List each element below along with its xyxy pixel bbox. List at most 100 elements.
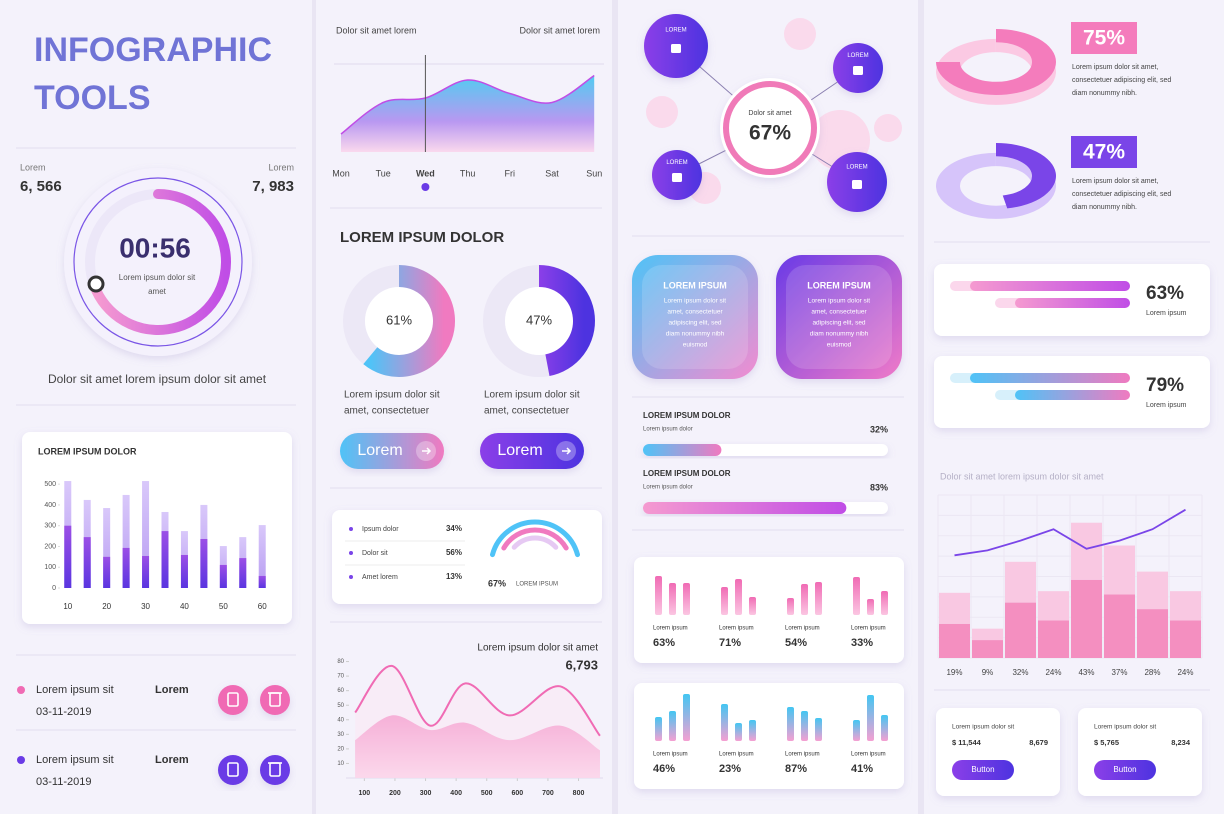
label: 83% bbox=[870, 482, 888, 492]
timer-ring bbox=[73, 177, 243, 347]
y-tick-label: 300 bbox=[44, 523, 56, 530]
button-label[interactable]: Lorem bbox=[357, 442, 402, 459]
button[interactable] bbox=[480, 433, 584, 469]
bar-segment bbox=[1005, 561, 1036, 603]
bar bbox=[787, 598, 794, 615]
bar bbox=[881, 591, 888, 615]
button[interactable] bbox=[952, 760, 1014, 780]
x-tick-label: 500 bbox=[481, 790, 493, 797]
icon-button[interactable] bbox=[218, 685, 248, 715]
gauge-arc bbox=[489, 519, 581, 558]
area bbox=[355, 715, 600, 778]
button-label[interactable]: Button bbox=[1113, 765, 1136, 774]
label: Lorem ipsum dolor sit bbox=[664, 298, 726, 305]
button[interactable] bbox=[340, 433, 444, 469]
ring bbox=[936, 143, 1056, 219]
label: LOREM bbox=[846, 165, 867, 171]
label: 61% bbox=[386, 312, 412, 327]
bar bbox=[815, 582, 822, 615]
x-tick-label: 43% bbox=[1078, 668, 1094, 677]
x-tick-label: 100 bbox=[359, 790, 371, 797]
decor-bubble bbox=[784, 18, 816, 50]
bar bbox=[219, 564, 227, 588]
label: diam nonummy nibh bbox=[666, 331, 725, 338]
progress-fill bbox=[643, 444, 722, 456]
icon bbox=[227, 692, 239, 707]
bullet bbox=[349, 551, 353, 555]
y-tick-label: 0 bbox=[52, 585, 56, 592]
button-arrow bbox=[422, 447, 432, 455]
bullet bbox=[349, 527, 353, 531]
chart-title: LOREM IPSUM DOLOR bbox=[38, 446, 137, 456]
line bbox=[354, 664, 601, 737]
x-tick-label: Fri bbox=[505, 168, 516, 178]
x-tick-label: 37% bbox=[1111, 668, 1127, 677]
bar bbox=[683, 694, 690, 741]
label: Dolor sit amet lorem bbox=[519, 25, 600, 35]
label: diam nonummy nibh. bbox=[1072, 204, 1137, 211]
donut-hole bbox=[365, 287, 433, 355]
label: euismod bbox=[827, 342, 852, 349]
bar-segment bbox=[1005, 602, 1036, 658]
icon-button[interactable] bbox=[260, 755, 290, 785]
button[interactable] bbox=[1094, 760, 1156, 780]
bar-segment bbox=[1170, 620, 1201, 658]
label: $ 5,765 bbox=[1094, 738, 1119, 747]
donut-hole bbox=[505, 287, 573, 355]
bar bbox=[721, 704, 728, 741]
label: 32% bbox=[870, 424, 888, 434]
icon-button[interactable] bbox=[218, 755, 248, 785]
card bbox=[22, 432, 292, 624]
label: 23% bbox=[719, 763, 741, 775]
y-tick-label: 50 bbox=[337, 703, 344, 709]
x-tick-label: 10 bbox=[63, 602, 72, 611]
label: 63% bbox=[1146, 283, 1184, 304]
label: Lorem ipsum dolor sit amet bbox=[477, 643, 598, 654]
label: Lorem ipsum dolor sit amet, bbox=[1072, 178, 1158, 185]
timer-progress bbox=[91, 189, 231, 335]
label: adipiscing elit, sed bbox=[812, 320, 865, 327]
x-tick-label: Sat bbox=[545, 168, 559, 178]
title: INFOGRAPHIC bbox=[34, 31, 272, 69]
button-label[interactable]: Button bbox=[971, 765, 994, 774]
bar-segment bbox=[1137, 609, 1168, 658]
node-icon bbox=[853, 66, 863, 75]
label: Lorem ipsum dolor sit amet, bbox=[1072, 64, 1158, 71]
bar bbox=[122, 547, 130, 588]
icon-button[interactable] bbox=[260, 685, 290, 715]
bar bbox=[669, 711, 676, 741]
badge bbox=[1071, 22, 1137, 54]
label: Lorem ipsum dolor sit bbox=[808, 298, 870, 305]
bar bbox=[258, 525, 266, 588]
bar bbox=[867, 695, 874, 741]
label: Ipsum dolor bbox=[362, 526, 399, 533]
y-tick-label: 500 bbox=[44, 481, 56, 488]
bar-segment bbox=[972, 628, 1003, 641]
bar-segment bbox=[1038, 620, 1069, 658]
y-tick-label: 40 bbox=[337, 717, 344, 723]
label: 87% bbox=[785, 763, 807, 775]
bar bbox=[683, 583, 690, 615]
card bbox=[634, 557, 904, 663]
bar bbox=[801, 584, 808, 615]
y-tick-label: 400 bbox=[44, 502, 56, 509]
button-label[interactable]: Lorem bbox=[497, 442, 542, 459]
bar bbox=[853, 577, 860, 615]
label: 33% bbox=[851, 637, 873, 649]
label: amet bbox=[148, 287, 167, 296]
timer-knob bbox=[87, 275, 105, 293]
label: 34% bbox=[446, 524, 462, 533]
label: 79% bbox=[1146, 375, 1184, 396]
info-card-inner bbox=[786, 265, 892, 369]
y-tick-label: 70 bbox=[337, 674, 344, 680]
x-tick-label: 9% bbox=[982, 668, 994, 677]
area bbox=[341, 75, 595, 152]
label: Lorem ipsum dolor sit bbox=[119, 273, 196, 282]
label: consectetuer adipiscing elit, sed bbox=[1072, 77, 1171, 84]
y-tick-label: 100 bbox=[44, 564, 56, 571]
bar bbox=[258, 575, 266, 588]
label: Lorem ipsum bbox=[851, 752, 886, 758]
label: 41% bbox=[851, 763, 873, 775]
bar-segment bbox=[1170, 591, 1201, 621]
label: Dolor sit amet lorem ipsum dolor sit ame… bbox=[48, 372, 267, 386]
